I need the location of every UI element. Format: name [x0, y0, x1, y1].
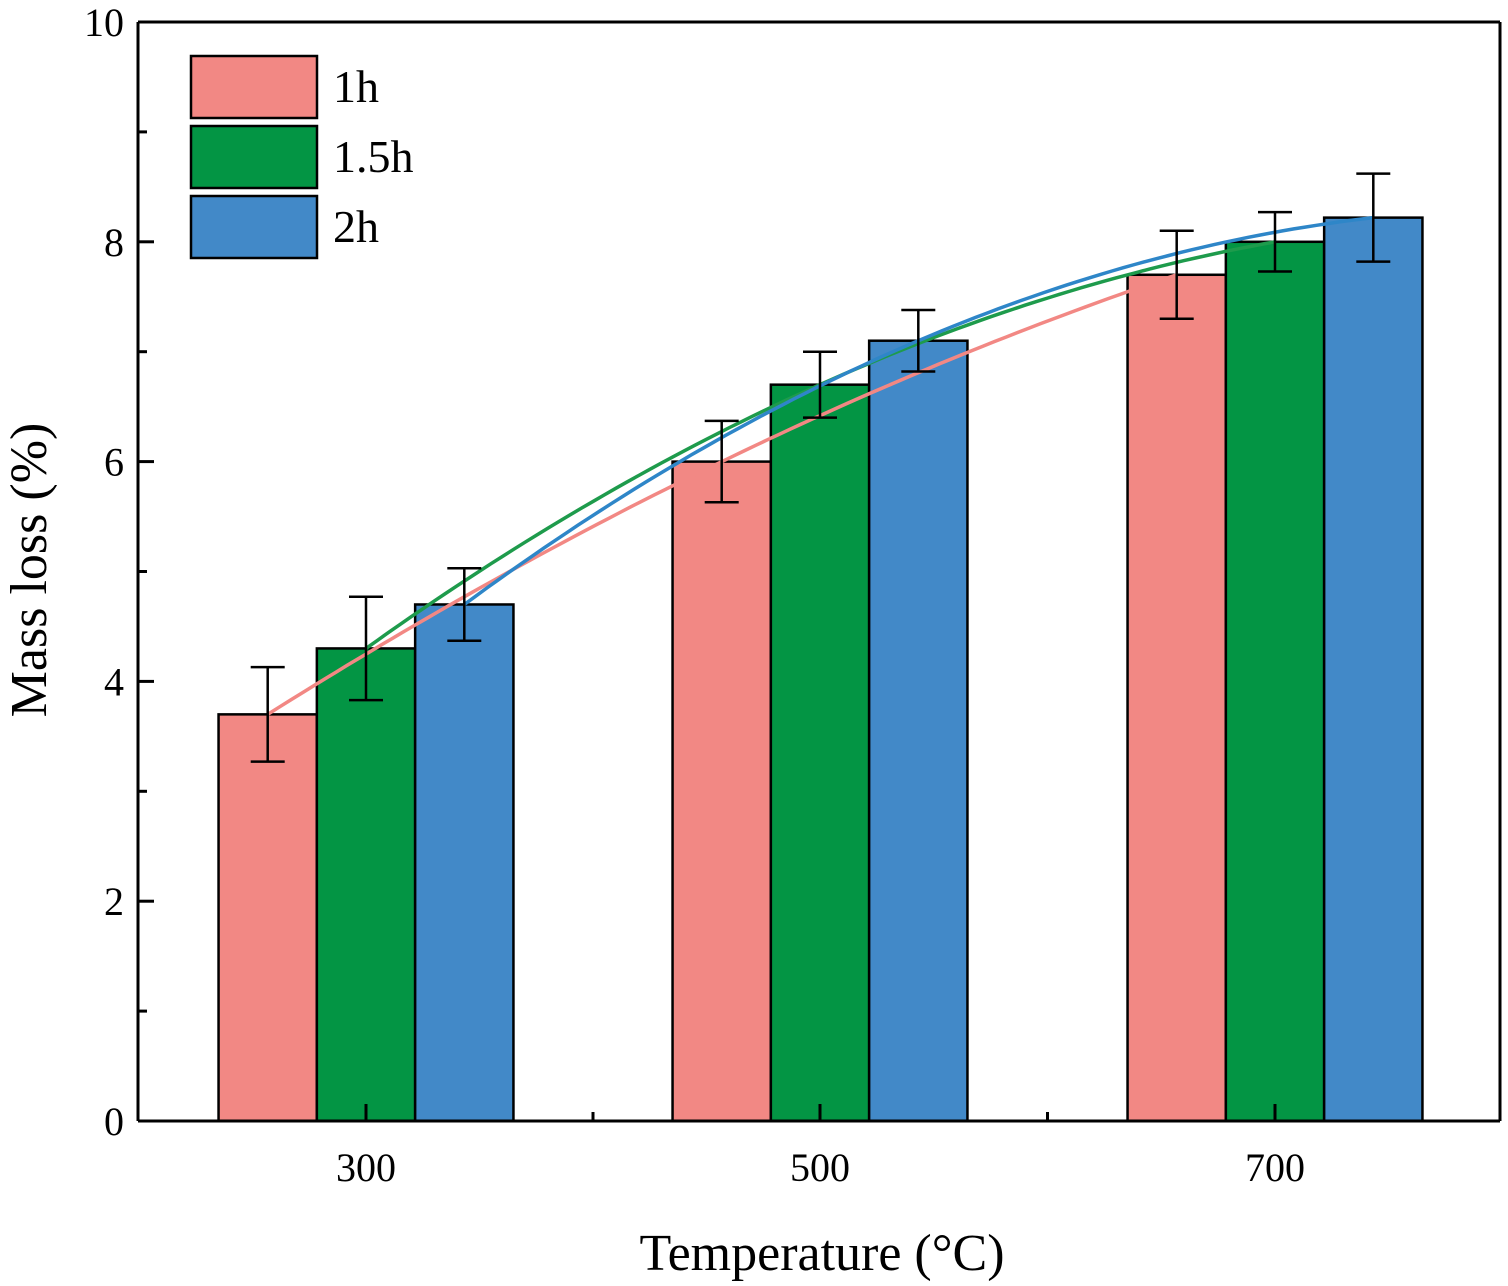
legend-item-1_5h: 1.5h — [189, 124, 414, 190]
y-tick-label: 8 — [104, 220, 124, 265]
x-tick-label: 300 — [336, 1145, 396, 1190]
legend-swatch — [189, 54, 319, 120]
bar-2h-500 — [867, 339, 969, 1123]
error-bar-1_5h-300 — [349, 595, 383, 702]
y-tick-label: 10 — [84, 0, 124, 45]
legend-item-2h: 2h — [189, 194, 379, 260]
error-bar-1h-500 — [704, 419, 739, 504]
error-bar-2h-300 — [447, 566, 482, 642]
y-tick-label: 0 — [104, 1099, 124, 1144]
x-axis-title: Temperature (°C) — [639, 1225, 1004, 1282]
legend-label: 2h — [333, 201, 379, 252]
bar-1h-300 — [217, 713, 319, 1123]
legend-label: 1.5h — [333, 131, 414, 182]
bars-layer — [217, 216, 1424, 1123]
bar-1h-700 — [1126, 273, 1228, 1123]
y-axis-title: Mass loss (%) — [1, 423, 58, 718]
bar-1h-500 — [671, 460, 773, 1123]
error-bar-2h-700 — [1356, 172, 1391, 263]
error-bar-1_5h-500 — [803, 350, 837, 419]
bar-2h-700 — [1322, 216, 1424, 1123]
legend-label: 1h — [333, 61, 379, 112]
bar-1_5h-500 — [769, 383, 871, 1123]
error-bar-1_5h-700 — [1258, 210, 1292, 273]
x-tick-label: 500 — [790, 1145, 850, 1190]
error-bar-1h-700 — [1159, 229, 1194, 320]
legend-swatch — [189, 124, 319, 190]
error-bar-2h-500 — [901, 308, 936, 373]
y-tick-label: 2 — [104, 879, 124, 924]
bar-1_5h-700 — [1224, 240, 1326, 1123]
legend: 1h 1.5h 2h — [189, 54, 414, 260]
y-tick-label: 4 — [104, 659, 124, 704]
bar-2h-300 — [413, 603, 515, 1123]
legend-swatch — [189, 194, 319, 260]
error-bars-layer — [250, 172, 1391, 763]
y-tick-label: 6 — [104, 440, 124, 485]
legend-item-1h: 1h — [189, 54, 379, 120]
x-tick-label: 700 — [1245, 1145, 1305, 1190]
axes-layer: 0 2 4 6 8 10 300 500 700 — [84, 0, 1502, 1190]
error-bar-1h-300 — [250, 665, 285, 763]
bar-1_5h-300 — [315, 647, 417, 1123]
